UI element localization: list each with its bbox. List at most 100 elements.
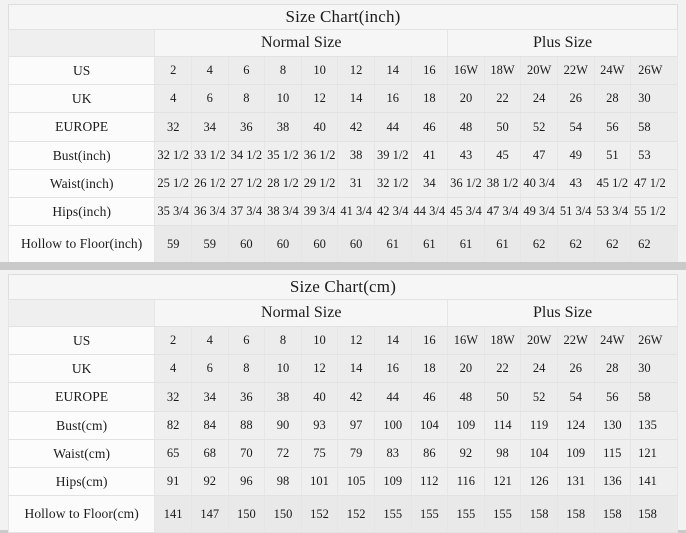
cell-us-cm-5: 12 [337,326,375,355]
cell-waist-cm-0: 65 [154,439,192,468]
cell-us-6: 14 [373,56,412,85]
cell-hips-8: 45 3/4 [447,197,485,226]
size-chart-inch-block: Size Chart(inch) Normal Size Plus Size U… [0,0,686,263]
table-row-hips: Hips(inch) 35 3/4 36 3/4 37 3/4 38 3/4 3… [7,197,678,226]
cell-waist-9: 38 1/2 [483,169,522,198]
table-row-europe-cm: EUROPE 32 34 36 38 40 42 44 46 48 50 52 … [7,382,678,412]
cell-europe-cm-1: 34 [190,382,229,412]
cell-europe-cm-10: 52 [520,382,558,412]
cell-us-3: 8 [264,56,302,85]
cell-bust-cm-1: 84 [190,411,229,440]
cell-europe-cm-7: 46 [410,382,449,412]
group-header-normal-size-cm: Normal Size [154,299,449,327]
cell-us-cm-1: 4 [190,326,229,355]
cell-waist-cm-9: 98 [483,439,522,468]
cell-hollow-8: 61 [447,225,485,263]
cell-bust-cm-7: 104 [410,411,449,440]
group-header-row-cm: Normal Size Plus Size [7,299,678,327]
cell-waist-cm-4: 75 [300,439,339,468]
cell-uk-6: 16 [373,84,412,113]
title-row-cm: Size Chart(cm) [8,274,678,300]
cell-us-cm-8: 16W [447,326,485,355]
row-label-waist: Waist(inch) [7,169,156,198]
cell-uk-5: 14 [337,84,375,113]
cell-hips-cm-13: 141 [630,467,678,496]
cell-waist-cm-10: 104 [520,439,558,468]
cell-waist-cm-6: 83 [373,439,412,468]
cell-hollow-10: 62 [520,225,558,263]
cell-uk-cm-8: 20 [447,354,485,383]
cell-hips-2: 37 3/4 [227,197,266,226]
size-chart-cm-block: Size Chart(cm) Normal Size Plus Size US … [0,270,686,533]
cell-waist-7: 34 [410,169,449,198]
cell-hollow-4: 60 [300,225,339,263]
cell-hips-cm-0: 91 [154,467,192,496]
row-label-uk: UK [7,84,156,113]
cell-hips-7: 44 3/4 [410,197,449,226]
cell-us-0: 2 [154,56,192,85]
cell-bust-6: 39 1/2 [373,141,412,170]
row-label-hips: Hips(inch) [7,197,156,226]
cell-europe-cm-6: 44 [373,382,412,412]
cell-hollow-2: 60 [227,225,266,263]
cell-bust-cm-6: 100 [373,411,412,440]
cell-hollow-cm-13: 158 [630,495,678,533]
cell-uk-11: 26 [556,84,595,113]
cell-hips-cm-1: 92 [190,467,229,496]
cell-us-cm-9: 18W [483,326,522,355]
cell-uk-2: 8 [227,84,266,113]
cell-hollow-cm-0: 141 [154,495,192,533]
cell-us-cm-11: 22W [556,326,595,355]
cell-waist-2: 27 1/2 [227,169,266,198]
row-label-waist-cm: Waist(cm) [7,439,156,468]
cell-europe-6: 44 [373,112,412,142]
cell-europe-cm-12: 56 [593,382,632,412]
row-label-uk-cm: UK [7,354,156,383]
cell-hips-cm-7: 112 [410,467,449,496]
cell-europe-13: 58 [630,112,678,142]
cell-hollow-cm-12: 158 [593,495,632,533]
cell-bust-3: 35 1/2 [264,141,302,170]
cell-uk-cm-7: 18 [410,354,449,383]
cell-hollow-3: 60 [264,225,302,263]
cell-europe-cm-8: 48 [447,382,485,412]
table-row-waist: Waist(inch) 25 1/2 26 1/2 27 1/2 28 1/2 … [7,169,678,198]
cell-us-cm-0: 2 [154,326,192,355]
cell-uk-10: 24 [520,84,558,113]
table-row-us-cm: US 2 4 6 8 10 12 14 16 16W 18W 20W 22W 2… [7,326,678,355]
cell-europe-9: 50 [483,112,522,142]
cell-hips-cm-2: 96 [227,467,266,496]
table-row-uk-cm: UK 4 6 8 10 12 14 16 18 20 22 24 26 28 3… [7,354,678,383]
cell-us-cm-10: 20W [520,326,558,355]
cell-us-9: 18W [483,56,522,85]
size-chart-inch-table: Size Chart(inch) Normal Size Plus Size U… [7,4,678,263]
cell-us-2: 6 [227,56,266,85]
cell-bust-9: 45 [483,141,522,170]
cell-bust-cm-2: 88 [227,411,266,440]
cell-hollow-cm-3: 150 [264,495,302,533]
cell-europe-3: 38 [264,112,302,142]
cell-europe-cm-9: 50 [483,382,522,412]
cell-uk-cm-13: 30 [630,354,678,383]
cell-hollow-cm-10: 158 [520,495,558,533]
cell-hips-12: 53 3/4 [593,197,632,226]
cell-uk-cm-5: 14 [337,354,375,383]
cell-bust-cm-0: 82 [154,411,192,440]
cell-europe-cm-0: 32 [154,382,192,412]
cell-hips-5: 41 3/4 [337,197,375,226]
cell-hollow-cm-6: 155 [373,495,412,533]
cell-waist-12: 45 1/2 [593,169,632,198]
cell-bust-13: 53 [630,141,678,170]
table-row-hips-cm: Hips(cm) 91 92 96 98 101 105 109 112 116… [7,467,678,496]
table-row-us: US 2 4 6 8 10 12 14 16 16W 18W 20W 22W 2… [7,56,678,85]
row-label-europe: EUROPE [7,112,156,142]
cell-bust-cm-3: 90 [264,411,302,440]
cell-hips-13: 55 1/2 [630,197,678,226]
cell-hips-cm-6: 109 [373,467,412,496]
cell-hollow-cm-7: 155 [410,495,449,533]
cell-hips-cm-3: 98 [264,467,302,496]
cell-hips-3: 38 3/4 [264,197,302,226]
cell-uk-cm-2: 8 [227,354,266,383]
cell-uk-cm-1: 6 [190,354,229,383]
group-header-normal-size: Normal Size [154,29,449,57]
